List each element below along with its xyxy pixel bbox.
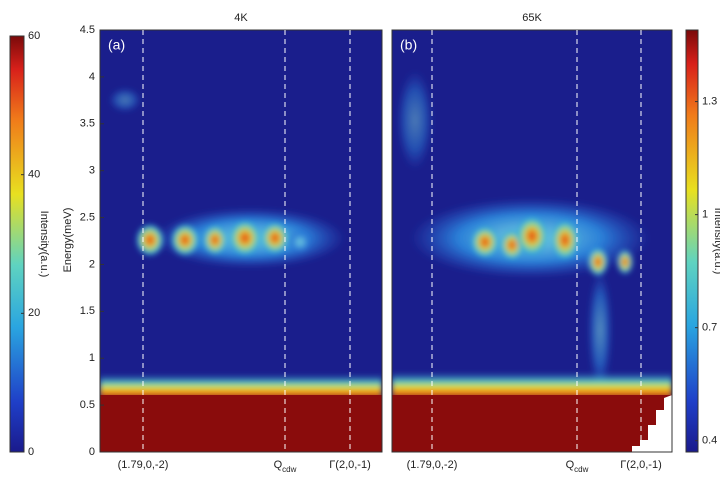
panel-title: 65K [522, 12, 542, 24]
colorbar-tick-label: 40 [28, 169, 40, 181]
colorbar-tick-label: 20 [28, 307, 40, 319]
x-marker-text: Q [274, 459, 283, 471]
panel-title: 4K [234, 12, 248, 24]
x-marker-text: Q [566, 459, 575, 471]
colorbar-tick-label: 0 [28, 446, 34, 458]
colorbar-tick-label: 0.7 [702, 322, 717, 334]
y-tick-label: 2.5 [80, 211, 95, 223]
x-marker-label: (1.79,0,-2) [407, 459, 458, 471]
colorbar-tick-label: 60 [28, 30, 40, 42]
x-marker-text: Γ(2,0,-1) [329, 459, 371, 471]
y-tick-label: 0.5 [80, 399, 95, 411]
y-tick-label: 4 [89, 71, 95, 83]
heatmap-a [100, 30, 382, 452]
colorbar-label: Intensity(a.u.) [712, 208, 720, 275]
x-marker-subscript: cdw [282, 465, 296, 474]
y-tick-label: 1.5 [80, 305, 95, 317]
x-marker-label: Qcdw [274, 459, 297, 474]
y-axis-label: Energy(meV) [62, 208, 74, 273]
x-marker-text: (1.79,0,-2) [118, 459, 169, 471]
panel-frame [391, 29, 673, 453]
colorbar [685, 29, 699, 453]
y-tick-label: 0 [89, 446, 95, 458]
colorbar-tick-label: 1 [702, 209, 708, 221]
x-marker-label: (1.79,0,-2) [118, 459, 169, 471]
heatmap-b [392, 30, 672, 452]
colorbar [9, 35, 25, 453]
x-marker-label: Γ(2,0,-1) [329, 459, 371, 471]
y-tick-label: 2 [89, 258, 95, 270]
y-tick-label: 1 [89, 352, 95, 364]
panel-label: (a) [108, 37, 125, 53]
x-marker-text: Γ(2,0,-1) [620, 459, 662, 471]
y-tick-label: 3.5 [80, 118, 95, 130]
x-marker-text: (1.79,0,-2) [407, 459, 458, 471]
y-tick-label: 3 [89, 165, 95, 177]
panel-label: (b) [400, 37, 417, 53]
colorbar-tick-label: 1.3 [702, 95, 717, 107]
panel-frame [99, 29, 383, 453]
colorbar-label: Intensity(a.u.) [38, 211, 50, 278]
x-marker-label: Γ(2,0,-1) [620, 459, 662, 471]
colorbar-tick-label: 0.4 [702, 435, 717, 447]
y-tick-label: 4.5 [80, 24, 95, 36]
x-marker-subscript: cdw [574, 465, 588, 474]
x-marker-label: Qcdw [566, 459, 589, 474]
